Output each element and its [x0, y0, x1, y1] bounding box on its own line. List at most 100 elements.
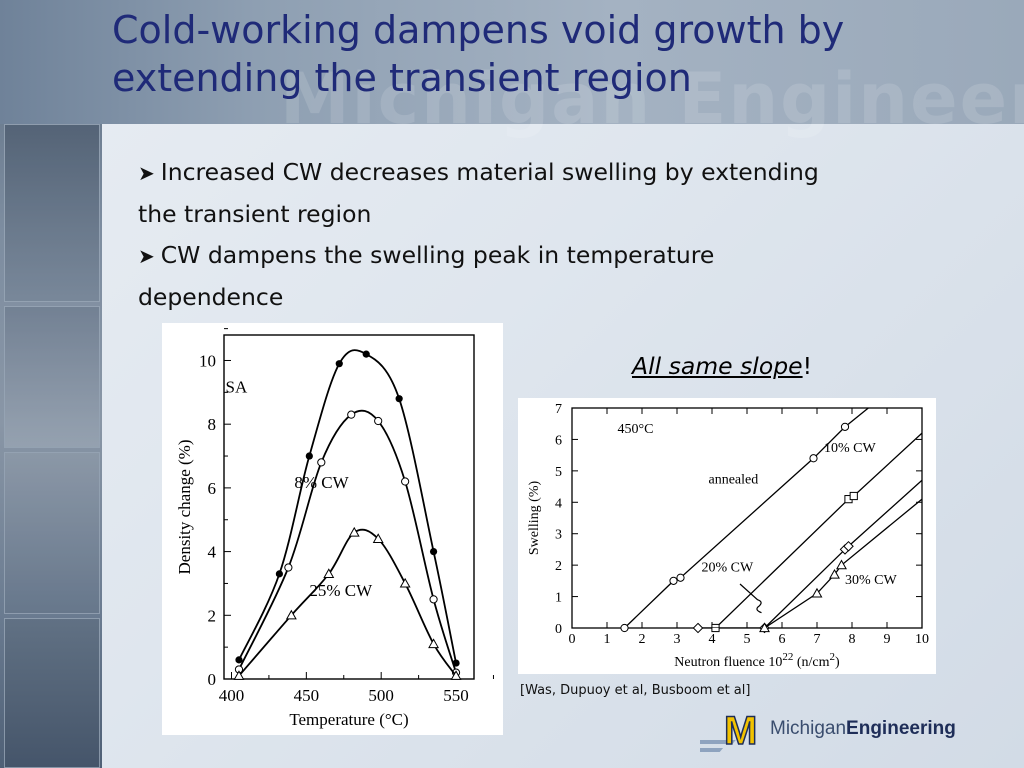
same-slope-suffix: !: [802, 352, 813, 380]
y-tick-label: 6: [208, 479, 217, 498]
logo-word-michigan: Michigan: [770, 718, 847, 739]
x-tick-label: 5: [744, 632, 751, 647]
series-label: annealed: [709, 472, 759, 487]
bullet-text: Increased CW decreases material swelling…: [138, 158, 819, 228]
title-band: Michigan Engineering: [0, 0, 1024, 140]
title-line-1: Cold-working dampens void growth by: [112, 8, 845, 52]
x-tick-label: 7: [814, 632, 821, 647]
y-tick-label: 5: [555, 465, 562, 480]
series-label: 10% CW: [824, 441, 877, 456]
data-point: [275, 570, 283, 578]
swelling-fluence-chart: 0 1 2 3 4 5 6 7 0 1 2 3 4 5 6 7 8 9 10 Neutron fluence 1022…: [518, 398, 936, 674]
arrow-bullet-icon: ➤: [138, 244, 155, 268]
series-label: 20% CW: [702, 560, 755, 575]
density-change-chart: 0 2 4 6 8 10 400 450 500 550 Temperature (°C) Densi…: [162, 323, 503, 735]
data-point: [676, 573, 685, 582]
data-point: [692, 622, 704, 634]
plot-frame: [223, 334, 475, 680]
series-label: SA: [225, 377, 247, 396]
y-tick-label: 7: [555, 402, 562, 417]
data-point: [809, 454, 818, 463]
title-line-2: extending the transient region: [112, 56, 692, 100]
x-axis-label: Temperature (°C): [289, 710, 408, 729]
y-axis-label: Swelling (%): [527, 481, 542, 556]
data-point: [305, 452, 313, 460]
data-point: [395, 395, 403, 403]
label-pointer: [739, 583, 762, 614]
logo-speed-line: [700, 740, 736, 744]
series-label: 30% CW: [845, 573, 898, 588]
x-tick-label: 450: [294, 686, 320, 705]
data-point: [348, 526, 360, 537]
data-point: [840, 422, 850, 431]
data-point: [849, 491, 858, 501]
same-slope-text: All same slope: [632, 352, 803, 380]
x-tick-label: 1: [604, 632, 611, 647]
bullet-text: CW dampens the swelling peak in temperat…: [138, 241, 715, 311]
x-tick-label: 0: [569, 632, 576, 647]
density-change-svg: 0 2 4 6 8 10 400 450 500 550 Temperature (°C) Densi…: [175, 328, 494, 729]
x-tick-label: 4: [709, 632, 716, 647]
data-point: [335, 360, 343, 368]
data-point: [284, 563, 293, 572]
x-tick-label: 3: [674, 632, 681, 647]
x-tick-label: 400: [219, 686, 245, 705]
data-point: [347, 410, 356, 419]
block-m-icon: M: [724, 709, 757, 753]
x-tick-label: 8: [849, 632, 856, 647]
bullet-item: ➤ Increased CW decreases material swellin…: [138, 152, 858, 235]
data-point: [811, 587, 823, 598]
watermark-text: Michigan Engineering: [280, 58, 1024, 140]
data-point: [669, 576, 678, 585]
y-tick-label: 10: [199, 351, 216, 370]
data-point: [620, 623, 629, 633]
photo-lab: [4, 618, 100, 768]
data-point: [428, 638, 440, 649]
x-tick-label: 6: [779, 632, 786, 647]
series-label: 8% CW: [294, 473, 349, 492]
photo-finish-line: [4, 306, 100, 448]
y-tick-label: 6: [555, 433, 562, 448]
y-tick-label: 0: [555, 622, 562, 637]
y-tick-label: 4: [208, 543, 217, 562]
data-point: [429, 595, 438, 604]
data-point: [372, 533, 384, 543]
series-line: [624, 408, 870, 628]
series-line: [238, 528, 457, 677]
data-point: [285, 609, 297, 620]
x-tick-label: 10: [915, 632, 929, 647]
y-tick-label: 4: [555, 496, 562, 511]
x-axis-label: Neutron fluence 1022 (n/cm2): [674, 651, 840, 670]
y-tick-label: 8: [208, 415, 217, 434]
data-point: [233, 670, 245, 680]
same-slope-note: All same slope!: [632, 352, 812, 380]
y-tick-label: 2: [555, 559, 562, 574]
data-point: [836, 559, 847, 570]
data-point: [429, 547, 438, 556]
data-point: [374, 416, 383, 426]
x-tick-label: 2: [639, 632, 646, 647]
y-tick-label: 2: [208, 606, 217, 625]
temperature-annotation: 450°C: [618, 422, 654, 437]
data-point: [399, 577, 411, 588]
data-point: [362, 350, 370, 358]
series-line: [715, 432, 922, 628]
citation-text: [Was, Dupuoy et al, Busboom et al]: [520, 683, 751, 698]
series-line: [238, 349, 457, 664]
data-point: [450, 670, 462, 680]
y-tick-label: 1: [555, 591, 562, 606]
data-point: [829, 568, 840, 579]
bullet-list: ➤ Increased CW decreases material swellin…: [138, 152, 858, 318]
data-point: [401, 477, 410, 486]
arrow-bullet-icon: ➤: [138, 161, 155, 185]
photo-building: [4, 452, 100, 614]
series-label: 25% CW: [309, 581, 373, 600]
x-tick-label: 9: [884, 632, 891, 647]
y-tick-label: 3: [555, 528, 562, 543]
data-point: [235, 656, 243, 664]
x-tick-label: 550: [443, 686, 469, 705]
y-axis-label: Density change (%): [175, 439, 194, 574]
data-point: [843, 540, 854, 552]
photo-machinery: [4, 124, 100, 302]
logo-speed-line: [700, 748, 724, 752]
